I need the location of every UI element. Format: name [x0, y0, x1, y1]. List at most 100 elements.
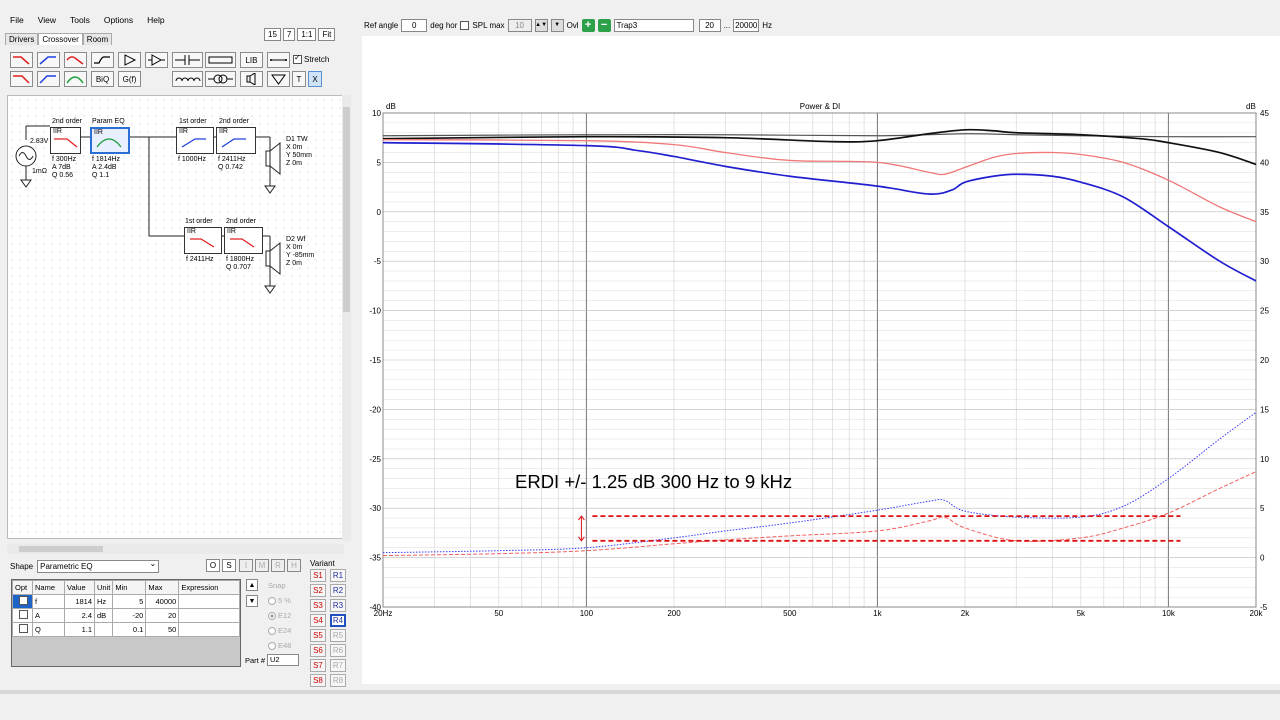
add-overlay-button[interactable]: + — [581, 18, 595, 32]
lowpass-red-2-button[interactable] — [10, 71, 33, 87]
shape-select[interactable]: Parametric EQ — [37, 558, 160, 573]
table-row[interactable]: A 2.4 dB -20 20 — [12, 608, 240, 623]
tab-crossover[interactable]: Crossover — [38, 33, 83, 45]
variant-s2-button[interactable]: S2 — [310, 584, 326, 597]
param-expression[interactable] — [178, 594, 240, 609]
buffer-button[interactable] — [145, 52, 168, 68]
text-tool-button[interactable]: T — [292, 71, 306, 87]
freq-min-field[interactable]: 20 — [698, 18, 721, 32]
inductor-button[interactable] — [172, 71, 203, 87]
schematic-canvas[interactable]: 2.83V 1mΩ 2nd order IIR f 300Hz A 7dB Q 0.… — [7, 95, 343, 539]
stretch-checkbox[interactable]: Stretch — [293, 53, 329, 64]
variant-s1-button[interactable]: S1 — [310, 569, 326, 582]
menu-tools[interactable]: Tools — [69, 15, 90, 25]
spl-max-field[interactable]: 10 — [507, 18, 532, 32]
opt-checkbox[interactable] — [12, 622, 33, 637]
delete-tool-button[interactable]: X — [308, 71, 322, 87]
shape-s-button[interactable]: S — [222, 559, 236, 572]
iir-lowpass-block[interactable]: IIR — [224, 227, 263, 254]
param-eq-block-selected[interactable]: IIR — [90, 127, 130, 154]
ref-angle-field[interactable]: 0 — [401, 18, 428, 32]
tab-drivers[interactable]: Drivers — [5, 33, 39, 45]
transfer-function-button[interactable]: G(f) — [118, 71, 141, 87]
menu-file[interactable]: File — [10, 15, 24, 25]
zoom-15-button[interactable]: 15 — [264, 28, 281, 41]
variant-r5-button[interactable]: R5 — [330, 629, 346, 642]
tab-room[interactable]: Room — [82, 33, 113, 45]
shape-m-button[interactable]: M — [255, 559, 269, 572]
iir-highpass-block[interactable]: IIR — [176, 127, 214, 154]
zoom-fit-button[interactable]: Fit — [318, 28, 336, 41]
schematic-horizontal-scrollbar[interactable] — [7, 544, 344, 554]
opt-checkbox[interactable] — [12, 594, 33, 609]
ground-button[interactable] — [267, 71, 290, 87]
table-row[interactable]: Q 1.1 0.1 50 — [12, 622, 240, 637]
driver-button[interactable] — [240, 71, 263, 87]
spl-spinner[interactable]: ▲▼ — [534, 18, 548, 32]
param-value[interactable]: 1.1 — [64, 622, 95, 637]
lowpass-red-button[interactable] — [10, 52, 33, 68]
snap-option-5pct[interactable]: 5 % — [268, 593, 291, 608]
param-min[interactable]: -20 — [112, 608, 147, 623]
variant-r2-button[interactable]: R2 — [330, 584, 346, 597]
param-max[interactable]: 20 — [145, 608, 180, 623]
param-max[interactable]: 40000 — [145, 594, 180, 609]
variant-r4-button[interactable]: R4 — [330, 614, 346, 627]
shape-i-button[interactable]: I — [239, 559, 253, 572]
snap-option-e48[interactable]: E48 — [268, 638, 291, 653]
opt-checkbox[interactable] — [12, 608, 33, 623]
schematic-vertical-scrollbar[interactable] — [342, 95, 351, 541]
param-expression[interactable] — [178, 622, 240, 637]
variant-s5-button[interactable]: S5 — [310, 629, 326, 642]
variant-r3-button[interactable]: R3 — [330, 599, 346, 612]
overlay-name-field[interactable]: Trap3 — [613, 18, 694, 32]
variant-r7-button[interactable]: R7 — [330, 659, 346, 672]
zoom-1to1-button[interactable]: 1:1 — [297, 28, 317, 41]
wire-button[interactable] — [267, 52, 290, 68]
move-down-button[interactable]: ▼ — [246, 595, 258, 607]
snap-option-e12[interactable]: E12 — [268, 608, 291, 623]
scroll-thumb[interactable] — [343, 107, 350, 312]
spl-dropdown[interactable]: ▼ — [550, 18, 564, 32]
zoom-7-button[interactable]: 7 — [282, 28, 296, 41]
variant-s8-button[interactable]: S8 — [310, 674, 326, 687]
spl-max-checkbox[interactable] — [460, 20, 470, 30]
allpass-button[interactable] — [91, 52, 114, 68]
param-value[interactable]: 2.4 — [64, 608, 95, 623]
snap-option-e24[interactable]: E24 — [268, 623, 291, 638]
shape-o-button[interactable]: O — [206, 559, 220, 572]
table-row[interactable]: f 1814 Hz 5 40000 — [12, 594, 240, 609]
biquad-button[interactable]: BiQ — [91, 71, 114, 87]
capacitor-button[interactable] — [172, 52, 203, 68]
variant-r6-button[interactable]: R6 — [330, 644, 346, 657]
highpass-blue-2-button[interactable] — [37, 71, 60, 87]
param-expression[interactable] — [178, 608, 240, 623]
variant-r1-button[interactable]: R1 — [330, 569, 346, 582]
variant-s3-button[interactable]: S3 — [310, 599, 326, 612]
menu-view[interactable]: View — [37, 15, 56, 25]
iir-lowpass-block[interactable]: IIR — [184, 227, 222, 254]
variant-s6-button[interactable]: S6 — [310, 644, 326, 657]
transformer-button[interactable] — [205, 71, 236, 87]
variant-r8-button[interactable]: R8 — [330, 674, 346, 687]
shape-r-button[interactable]: R — [271, 559, 285, 572]
param-min[interactable]: 5 — [112, 594, 147, 609]
iir-lowpass-block[interactable]: IIR — [50, 127, 81, 154]
scroll-thumb[interactable] — [19, 546, 103, 552]
menu-help[interactable]: Help — [147, 15, 165, 25]
variant-s7-button[interactable]: S7 — [310, 659, 326, 672]
amplifier-button[interactable] — [118, 52, 141, 68]
library-button[interactable]: LIB — [240, 52, 263, 68]
param-max[interactable]: 50 — [145, 622, 180, 637]
part-number-field[interactable]: U2 — [267, 654, 300, 666]
power-di-graph[interactable]: 20Hz 50 100 200 500 1k 2k 5k 10k 20k 10 5 0 -5 -10 -15-… — [362, 36, 1280, 684]
bandpass-green-button[interactable] — [64, 71, 87, 87]
iir-highpass-block[interactable]: IIR — [216, 127, 256, 154]
param-min[interactable]: 0.1 — [112, 622, 147, 637]
menu-options[interactable]: Options — [103, 15, 134, 25]
freq-max-field[interactable]: 20000 — [733, 18, 760, 32]
resistor-button[interactable] — [205, 52, 236, 68]
shape-h-button[interactable]: H — [287, 559, 301, 572]
move-up-button[interactable]: ▲ — [246, 579, 258, 591]
lowpass-bump-button[interactable] — [64, 52, 87, 68]
